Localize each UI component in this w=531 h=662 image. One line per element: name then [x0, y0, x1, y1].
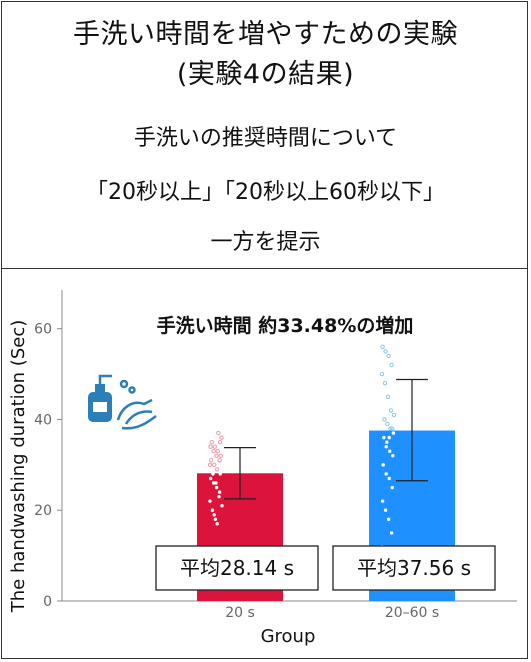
data-point	[386, 517, 391, 522]
data-point	[390, 426, 395, 431]
data-point	[209, 458, 214, 463]
data-point	[386, 353, 391, 359]
data-point	[217, 490, 222, 494]
y-tick-label: 0	[43, 594, 52, 610]
data-point	[385, 394, 391, 399]
data-point	[220, 503, 224, 508]
data-point	[217, 494, 221, 499]
data-point	[215, 467, 220, 472]
data-point	[391, 412, 397, 418]
chart-annotation: 手洗い時間 約33.48%の増加	[157, 314, 414, 337]
mean-label-1: 平均37.56 s	[357, 556, 471, 580]
data-point	[213, 517, 218, 522]
page-title: 手洗い時間を増やすための実験	[73, 19, 458, 50]
x-axis-label: Group	[261, 626, 316, 647]
data-point	[385, 440, 389, 444]
data-point	[215, 522, 219, 526]
data-point	[210, 508, 215, 512]
data-point	[216, 430, 221, 436]
data-point	[387, 435, 391, 440]
data-point	[219, 435, 224, 440]
description-line-2: 「20秒以上」「20秒以上60秒以下」	[86, 180, 445, 205]
y-axis-label: The handwashing duration (Sec)	[8, 320, 29, 613]
mean-label-box-0	[155, 545, 319, 591]
y-tick-label: 20	[34, 503, 52, 519]
data-point	[215, 449, 221, 454]
description-line-3: 一方を提示	[210, 230, 321, 255]
data-point	[218, 439, 223, 445]
data-point	[391, 431, 396, 435]
x-tick-label: 20–60 s	[385, 605, 439, 621]
data-point	[218, 453, 224, 458]
x-tick-label: 20 s	[225, 605, 255, 621]
data-point	[389, 531, 394, 535]
data-point	[388, 426, 393, 431]
data-point	[383, 508, 388, 512]
data-point	[212, 462, 217, 468]
data-point	[384, 472, 388, 476]
data-point	[212, 444, 218, 449]
data-point	[214, 485, 219, 490]
data-point	[218, 472, 222, 476]
data-point	[211, 449, 216, 454]
data-point	[380, 499, 385, 503]
data-point	[383, 349, 388, 354]
data-point	[391, 454, 395, 458]
data-point	[207, 462, 213, 468]
data-point	[208, 499, 212, 503]
data-point	[211, 481, 216, 485]
data-point	[387, 476, 391, 481]
data-point	[208, 476, 213, 481]
bar-chart: 手洗い時間 約33.48%の増加 0 20 40 60 20 s 20–60 s 平均2…	[8, 290, 517, 647]
data-point	[384, 444, 388, 449]
mean-label-box-1	[332, 545, 496, 591]
data-point	[209, 439, 215, 445]
data-point	[388, 449, 392, 453]
data-point	[382, 380, 388, 386]
data-point	[389, 362, 394, 368]
data-point	[217, 458, 222, 463]
description-line-1: 手洗いの推奨時間について	[133, 126, 398, 151]
data-point	[379, 371, 385, 377]
data-point	[214, 453, 219, 458]
mean-label-0: 平均28.14 s	[180, 556, 294, 580]
data-point	[211, 472, 215, 476]
data-point	[390, 485, 394, 490]
data-point	[381, 463, 385, 467]
data-point	[388, 408, 394, 413]
data-point	[382, 435, 386, 440]
data-point	[212, 513, 216, 517]
data-point	[385, 421, 390, 427]
data-point	[382, 417, 387, 422]
page-subtitle: (実験4の結果)	[176, 59, 355, 90]
hand-washing-soap-icon	[88, 374, 157, 430]
y-tick-label: 40	[34, 412, 52, 428]
data-point	[208, 444, 213, 449]
y-tick-label: 60	[34, 322, 52, 338]
data-point	[214, 481, 218, 485]
data-point	[380, 344, 385, 350]
